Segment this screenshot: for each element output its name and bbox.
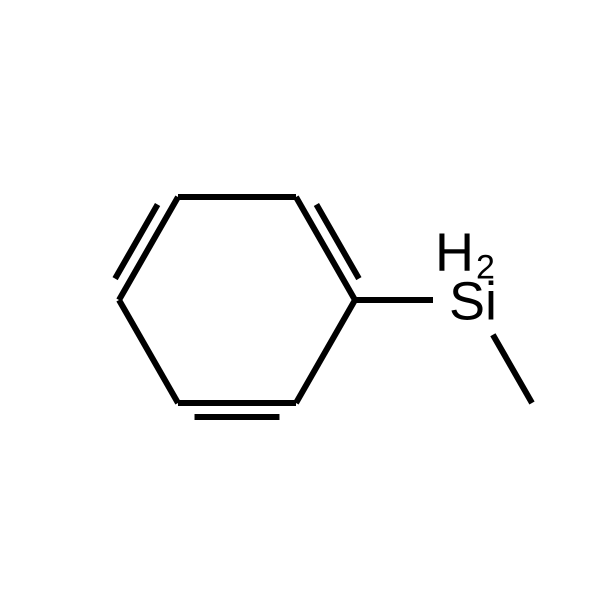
bond — [493, 335, 532, 403]
si-element-text: Si — [449, 271, 497, 331]
bond — [296, 197, 355, 300]
molecule-diagram: H2Si — [0, 0, 600, 600]
silicon-atom-label: H2Si — [435, 222, 497, 331]
bond — [119, 300, 178, 403]
bond — [119, 197, 178, 300]
atom-label-layer: H2Si — [435, 222, 497, 331]
bond — [296, 300, 355, 403]
